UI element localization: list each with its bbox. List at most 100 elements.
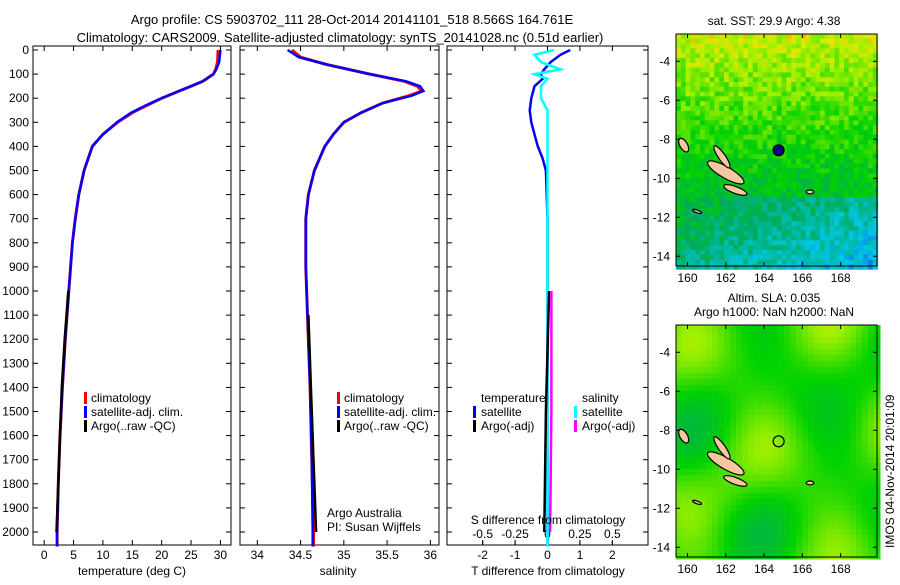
- map-cell: [850, 457, 857, 464]
- map-cell: [839, 178, 845, 184]
- map-cell: [824, 178, 831, 184]
- map-cell: [718, 427, 725, 434]
- map-cell: [796, 230, 802, 237]
- map-cell: [781, 106, 787, 112]
- map-cell: [808, 445, 815, 452]
- map-cell: [757, 240, 763, 246]
- map-cell: [760, 379, 767, 386]
- map-cell: [772, 250, 778, 256]
- map-cell: [724, 469, 731, 476]
- map-cell: [724, 367, 731, 374]
- map-cell: [796, 254, 802, 261]
- map-cell: [872, 259, 879, 265]
- map-cell: [709, 149, 715, 155]
- map-cell: [730, 397, 737, 404]
- map-cell: [690, 77, 696, 83]
- map-cell: [824, 226, 831, 232]
- map-cell: [676, 481, 683, 488]
- map-cell: [800, 125, 807, 131]
- map-cell: [712, 511, 719, 518]
- legend-swatch: [574, 406, 577, 418]
- map-cell: [832, 457, 839, 464]
- map-cell: [800, 158, 807, 165]
- map-cell: [805, 202, 811, 208]
- map-cell: [868, 96, 874, 102]
- map-cell: [805, 125, 811, 131]
- map-cell: [784, 361, 791, 368]
- map-cell: [690, 149, 696, 155]
- map-cell: [820, 187, 826, 193]
- map-cell: [742, 511, 749, 518]
- map-cell: [820, 457, 827, 464]
- map-cell: [791, 168, 797, 174]
- map-cell: [709, 134, 715, 141]
- map-cell: [685, 58, 691, 64]
- map-cell: [728, 216, 735, 222]
- map-cell: [704, 125, 711, 131]
- map-cell: [786, 62, 792, 69]
- map-cell: [838, 421, 845, 428]
- map-cell: [724, 373, 731, 380]
- lon-tick-label: 168: [831, 271, 851, 285]
- map-cell: [766, 475, 773, 482]
- map-cell: [685, 240, 691, 246]
- map-cell: [704, 168, 711, 174]
- map-cell: [844, 38, 850, 45]
- map-cell: [694, 349, 701, 356]
- map-cell: [784, 427, 791, 434]
- map-cell: [850, 421, 857, 428]
- map-cell: [868, 409, 875, 416]
- map-cell: [862, 493, 869, 500]
- map-cell: [748, 235, 754, 241]
- map-cell: [685, 245, 691, 251]
- map-cell: [748, 337, 755, 344]
- map-cell: [694, 409, 701, 416]
- map-cell: [853, 77, 859, 83]
- island-shape: [723, 475, 748, 487]
- map-cell: [784, 373, 791, 380]
- map-cell: [820, 38, 826, 45]
- map-cell: [781, 91, 787, 97]
- map-cell: [868, 221, 874, 227]
- map-cell: [748, 487, 755, 494]
- map-cell: [872, 250, 879, 256]
- map-cell: [824, 158, 831, 165]
- map-cell: [680, 182, 687, 189]
- map-cell: [829, 158, 835, 165]
- map-cell: [719, 86, 725, 93]
- map-cell: [709, 216, 715, 222]
- map-cell: [706, 361, 713, 368]
- map-cell: [844, 53, 850, 59]
- map-cell: [856, 379, 863, 386]
- map-cell: [767, 264, 773, 270]
- map-cell: [781, 67, 787, 73]
- map-cell: [824, 96, 831, 102]
- diff-legend-t-satellite: satellite: [481, 405, 522, 419]
- map-cell: [694, 487, 701, 494]
- map-cell: [700, 82, 706, 88]
- map-cell: [784, 517, 791, 524]
- map-cell: [690, 130, 696, 136]
- map-cell: [712, 529, 719, 536]
- map-cell: [839, 259, 845, 265]
- map-cell: [743, 173, 749, 179]
- map-cell: [736, 337, 743, 344]
- map-cell: [718, 325, 725, 332]
- map-cell: [781, 235, 787, 241]
- map-cell: [832, 337, 839, 344]
- map-cell: [839, 67, 845, 73]
- map-cell: [839, 187, 845, 193]
- map-cell: [778, 337, 785, 344]
- map-cell: [685, 120, 691, 126]
- map-cell: [719, 91, 725, 97]
- map-cell: [839, 115, 845, 121]
- map-cell: [872, 72, 879, 78]
- map-cell: [796, 43, 802, 49]
- map-cell: [728, 34, 735, 40]
- map-cell: [767, 178, 773, 184]
- map-cell: [688, 523, 695, 530]
- map-cell: [752, 158, 759, 165]
- map-cell: [863, 53, 869, 59]
- map-cell: [706, 469, 713, 476]
- map-cell: [802, 553, 809, 560]
